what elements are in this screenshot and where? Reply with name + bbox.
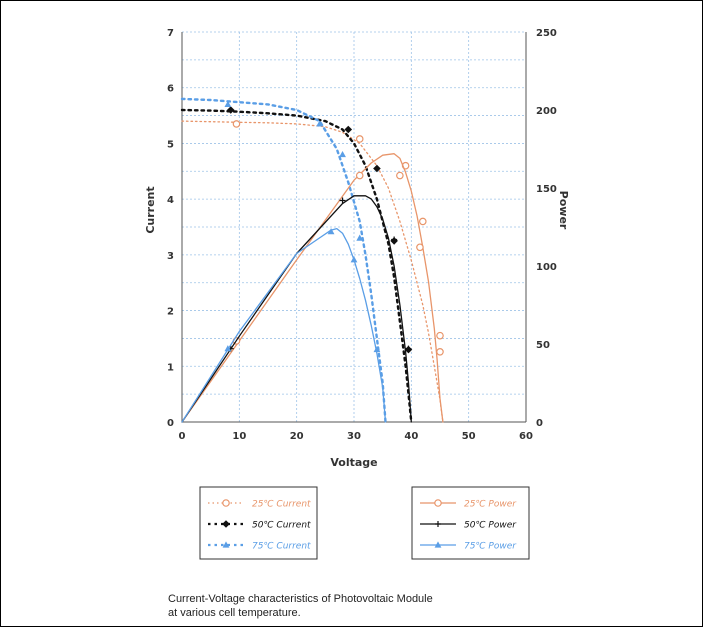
series-4 <box>181 195 412 423</box>
series-line <box>181 153 444 423</box>
series-5 <box>181 227 387 423</box>
data-point <box>226 106 235 114</box>
y-left-tick-labels: 0 1 2 3 4 5 6 7 <box>167 28 174 429</box>
data-point <box>436 331 444 340</box>
data-point <box>396 171 404 180</box>
y-left-tick-label: 7 <box>167 28 174 39</box>
y-left-tick-label: 4 <box>167 195 174 206</box>
y-left-tick-label: 1 <box>167 362 174 373</box>
y-left-axis-label: Current <box>144 186 157 233</box>
y-right-tick-label: 0 <box>536 418 543 429</box>
data-point <box>224 100 232 108</box>
x-tick-label: 20 <box>290 431 304 442</box>
legend-label: 25℃ Current <box>252 500 311 510</box>
x-tick-label: 10 <box>232 431 246 442</box>
y-right-tick-labels: 0 50 100 150 200 250 <box>536 28 557 429</box>
caption-line-1: Current-Voltage characteristics of Photo… <box>168 593 433 605</box>
data-point <box>436 347 444 356</box>
x-tick-label: 30 <box>347 431 361 442</box>
y-right-axis-label: Power <box>557 191 570 230</box>
plot-area <box>180 31 527 424</box>
y-right-tick-label: 100 <box>536 262 557 273</box>
x-tick-label: 60 <box>519 431 533 442</box>
data-point <box>373 345 381 353</box>
series-3 <box>181 153 444 423</box>
legend-current: 25℃ Current 50℃ Current 75℃ Current <box>199 486 318 560</box>
y-right-tick-label: 150 <box>536 184 557 195</box>
legend-current-box <box>199 486 318 560</box>
series-2 <box>180 97 387 424</box>
data-point <box>418 217 427 226</box>
legend-power-box <box>411 486 530 560</box>
data-point <box>339 197 346 204</box>
y-right-tick-label: 200 <box>536 106 557 117</box>
y-left-tick-label: 5 <box>167 139 174 150</box>
data-point <box>232 120 241 128</box>
x-tick-label: 0 <box>179 431 186 442</box>
y-right-tick-label: 250 <box>536 28 557 39</box>
legend-label: 75℃ Power <box>464 542 517 552</box>
data-point <box>405 345 412 352</box>
legend-label: 25℃ Power <box>464 500 517 510</box>
data-point <box>356 234 364 241</box>
data-point <box>327 228 335 235</box>
y-left-tick-label: 6 <box>167 84 174 95</box>
series-line <box>181 120 444 423</box>
y-right-tick-label: 50 <box>536 340 550 351</box>
legend-swatch-marker <box>222 541 230 548</box>
legend-swatch-marker <box>434 541 442 548</box>
series-line <box>181 227 387 423</box>
series-line <box>180 97 387 424</box>
legend-swatch-marker <box>222 520 230 528</box>
series-line <box>181 195 412 423</box>
x-tick-labels: 0 10 20 30 40 50 60 <box>179 431 533 442</box>
data-point <box>416 243 424 252</box>
data-point <box>355 135 364 143</box>
x-axis-label: Voltage <box>330 456 377 469</box>
data-point <box>355 171 364 180</box>
series-line <box>180 108 413 424</box>
legend-swatch-marker <box>435 521 441 527</box>
data-point <box>391 236 398 243</box>
legend-label: 75℃ Current <box>252 542 311 552</box>
data-point <box>373 164 381 173</box>
axes <box>181 32 527 423</box>
legend-label: 50℃ Current <box>252 521 311 531</box>
data-point <box>344 125 353 134</box>
series-layer <box>180 97 444 424</box>
data-point <box>350 256 358 263</box>
y-left-tick-label: 2 <box>167 307 174 318</box>
x-tick-label: 40 <box>404 431 418 442</box>
legend-swatch-marker <box>222 499 230 507</box>
legend-power: 25℃ Power 50℃ Power 75℃ Power <box>411 486 530 560</box>
data-point <box>224 345 232 352</box>
caption-line-2: at various cell temperature. <box>168 607 301 619</box>
legend-swatch-marker <box>434 499 442 507</box>
data-point <box>339 150 346 158</box>
y-left-tick-label: 0 <box>167 418 174 429</box>
legend-label: 50℃ Power <box>464 521 517 531</box>
x-tick-label: 50 <box>462 431 476 442</box>
data-point <box>316 120 323 127</box>
y-left-tick-label: 3 <box>167 251 174 262</box>
